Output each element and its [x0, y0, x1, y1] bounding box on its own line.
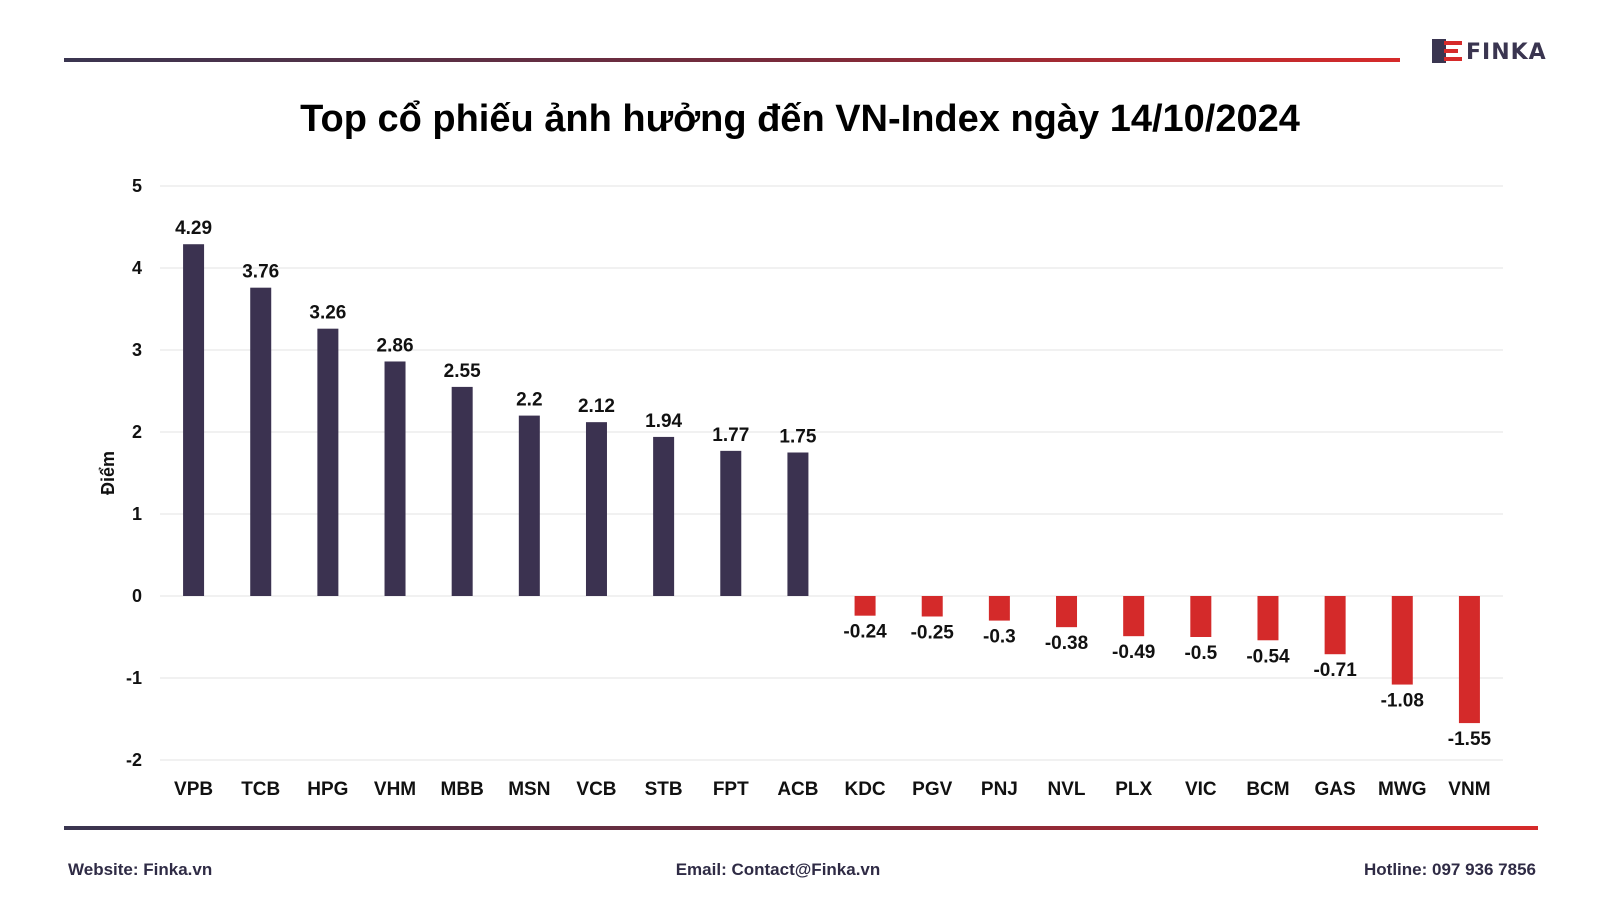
bar [1391, 596, 1413, 685]
y-tick-label: 3 [132, 340, 142, 360]
data-label: 3.26 [309, 303, 346, 324]
footer-website[interactable]: Website: Finka.vn [68, 860, 213, 879]
finka-logo: FINKA [1432, 34, 1547, 70]
bar [854, 596, 876, 616]
data-label: -0.25 [911, 623, 955, 644]
bar [384, 361, 406, 596]
logo-text: FINKA [1466, 39, 1547, 65]
data-label: 2.86 [377, 335, 414, 356]
data-label: 3.76 [242, 262, 279, 283]
bar [921, 596, 943, 617]
data-label: -0.5 [1184, 643, 1217, 664]
bar [451, 386, 473, 596]
x-tick-label: VIC [1185, 779, 1217, 800]
data-label: -0.3 [983, 627, 1016, 648]
data-label: -0.49 [1112, 642, 1155, 663]
x-tick-label: PGV [912, 779, 952, 800]
x-tick-label: STB [645, 779, 683, 800]
x-tick-label: HPG [307, 779, 348, 800]
data-label: 4.29 [175, 218, 212, 239]
bar [988, 596, 1010, 621]
data-label: -0.71 [1313, 660, 1357, 681]
footer-hotline[interactable]: Hotline: 097 936 7856 [1364, 860, 1536, 879]
x-tick-label: PLX [1115, 779, 1152, 800]
x-tick-label: KDC [844, 779, 885, 800]
bar [1056, 596, 1078, 628]
y-axis-label: Điểm [98, 451, 118, 495]
y-tick-label: 4 [132, 258, 142, 278]
bar [1324, 596, 1346, 655]
data-label: -1.55 [1448, 729, 1492, 750]
chart-title: Top cổ phiếu ảnh hưởng đến VN-Index ngày… [300, 98, 1300, 140]
x-tick-label: MBB [441, 779, 484, 800]
x-tick-label: VNM [1448, 779, 1490, 800]
x-tick-label: ACB [777, 779, 818, 800]
data-label: 2.2 [516, 390, 542, 411]
x-tick-label: BCM [1246, 779, 1289, 800]
footer-email[interactable]: Email: Contact@Finka.vn [675, 860, 881, 879]
x-tick-label: MWG [1378, 779, 1427, 800]
bar [1458, 596, 1480, 724]
data-label: -0.38 [1045, 633, 1088, 654]
x-tick-label: NVL [1048, 779, 1086, 800]
x-tick-label: VHM [374, 779, 416, 800]
y-tick-label: 5 [132, 176, 142, 196]
x-tick-label: VCB [576, 779, 616, 800]
x-tick-label: VPB [174, 779, 213, 800]
bar [653, 436, 675, 596]
data-label: 1.94 [645, 411, 682, 432]
bar [518, 415, 540, 596]
x-tick-label: TCB [241, 779, 280, 800]
bottom-divider [64, 826, 1538, 830]
y-tick-label: 1 [132, 504, 142, 524]
bar [720, 450, 742, 596]
x-tick-label: FPT [713, 779, 749, 800]
data-label: 2.12 [578, 396, 615, 417]
x-tick-label: MSN [508, 779, 550, 800]
y-tick-label: -1 [126, 668, 142, 688]
bar [183, 244, 205, 596]
data-label: 2.55 [444, 361, 481, 382]
x-tick-label: GAS [1315, 779, 1356, 800]
data-label: -1.08 [1381, 691, 1424, 712]
finka-logo-icon [1432, 39, 1462, 63]
y-tick-label: 2 [132, 422, 142, 442]
y-tick-label: -2 [126, 750, 142, 770]
bar [250, 287, 272, 596]
bar [585, 422, 607, 596]
bar [1190, 596, 1212, 637]
bar [1123, 596, 1145, 637]
data-label: -0.54 [1246, 646, 1290, 667]
data-label: -0.24 [843, 622, 887, 643]
bar [787, 452, 809, 596]
bar [317, 328, 339, 596]
bar [1257, 596, 1279, 641]
data-label: 1.75 [779, 427, 816, 448]
top-divider [64, 58, 1400, 62]
y-tick-label: 0 [132, 586, 142, 606]
x-tick-label: PNJ [981, 779, 1018, 800]
data-label: 1.77 [712, 425, 749, 446]
